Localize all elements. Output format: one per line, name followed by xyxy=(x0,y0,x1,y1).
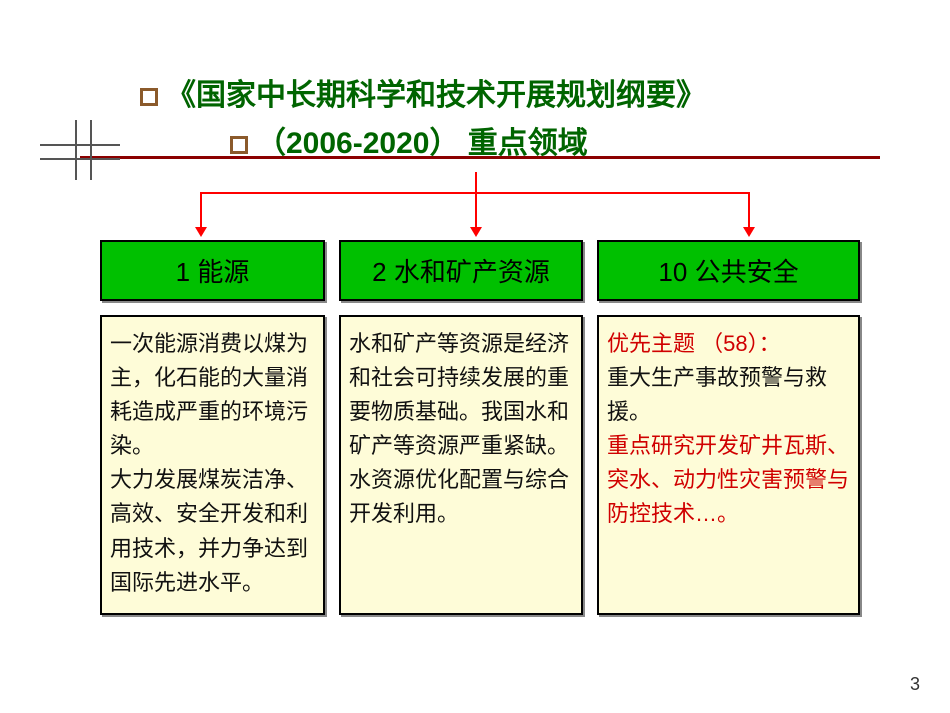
page-number: 3 xyxy=(910,674,920,695)
body-text: 水资源优化配置与综合开发利用。 xyxy=(349,467,569,526)
header-label: 10 公共安全 xyxy=(658,257,798,287)
body-text: 大力发展煤炭洁净、高效、安全开发和利用技术，并力争达到国际先进水平。 xyxy=(110,467,308,594)
columns-container: 1 能源 一次能源消费以煤为主，化石能的大量消耗造成严重的环境污染。 大力发展煤… xyxy=(100,240,870,615)
bullet-icon xyxy=(230,136,248,154)
column-energy: 1 能源 一次能源消费以煤为主，化石能的大量消耗造成严重的环境污染。 大力发展煤… xyxy=(100,240,325,615)
flow-connector xyxy=(200,172,750,237)
header-label: 2 水和矿产资源 xyxy=(372,257,550,287)
body-text: 重大生产事故预警与救援。 xyxy=(607,365,827,424)
column-public-safety: 10 公共安全 优先主题 （58）： 重大生产事故预警与救援。 重点研究开发矿井… xyxy=(597,240,860,615)
slide: 《国家中长期科学和技术开展规划纲要》 （2006-2020） 重点领域 1 能源… xyxy=(0,0,950,713)
title-line-1: 《国家中长期科学和技术开展规划纲要》 xyxy=(140,70,706,114)
body-text-highlight: 优先主题 （58）： xyxy=(607,331,781,356)
column-water-mineral: 2 水和矿产资源 水和矿产等资源是经济和社会可持续发展的重要物质基础。我国水和矿… xyxy=(339,240,583,615)
column-header: 1 能源 xyxy=(100,240,325,301)
column-body: 一次能源消费以煤为主，化石能的大量消耗造成严重的环境污染。 大力发展煤炭洁净、高… xyxy=(100,315,325,615)
body-text: 水和矿产等资源是经济和社会可持续发展的重要物质基础。我国水和矿产等资源严重紧缺。 xyxy=(349,331,569,458)
bullet-icon xyxy=(140,88,158,106)
column-header: 10 公共安全 xyxy=(597,240,860,301)
title-text-1: 《国家中长期科学和技术开展规划纲要》 xyxy=(166,79,706,112)
column-body: 优先主题 （58）： 重大生产事故预警与救援。 重点研究开发矿井瓦斯、突水、动力… xyxy=(597,315,860,615)
column-body: 水和矿产等资源是经济和社会可持续发展的重要物质基础。我国水和矿产等资源严重紧缺。… xyxy=(339,315,583,615)
body-text-highlight: 重点研究开发矿井瓦斯、突水、动力性灾害预警与防控技术…。 xyxy=(607,433,849,526)
body-text: 一次能源消费以煤为主，化石能的大量消耗造成严重的环境污染。 xyxy=(110,331,308,458)
column-header: 2 水和矿产资源 xyxy=(339,240,583,301)
header-label: 1 能源 xyxy=(176,257,250,287)
title-underline xyxy=(80,156,880,159)
